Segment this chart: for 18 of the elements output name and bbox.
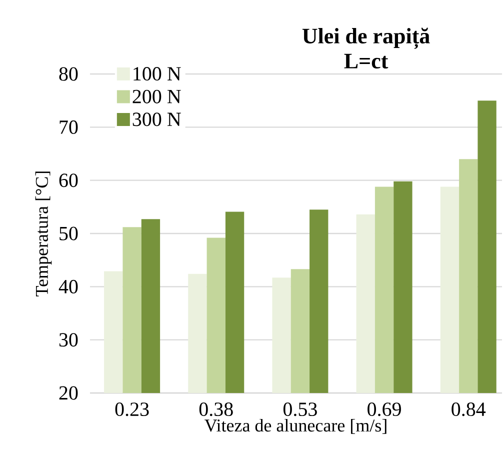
y-tick-label: 70 [60,120,78,134]
x-tick-label: 0.69 [368,402,401,416]
chart-title: Ulei de rapiță L=ct [302,28,430,69]
legend-label: 300 N [132,112,181,126]
x-tick-label: 0.38 [199,402,233,416]
y-tick-label: 80 [59,67,78,81]
legend-label: 100 N [134,67,181,81]
y-tick-label: 40 [58,280,78,294]
y-axis-title: Temperatura [°C] [35,172,52,296]
x-tick-label: 0.84 [452,402,486,416]
y-tick-label: 30 [59,333,78,347]
y-tick-label: 60 [59,174,78,188]
legend-label: 200 N [132,90,181,104]
x-axis-title: Viteza de alunecare [m/s] [204,418,386,434]
x-tick-label: 0.23 [115,402,149,416]
y-tick-label: 20 [59,386,78,400]
x-tick-label: 0.53 [283,402,317,416]
y-tick-label: 50 [60,226,78,240]
